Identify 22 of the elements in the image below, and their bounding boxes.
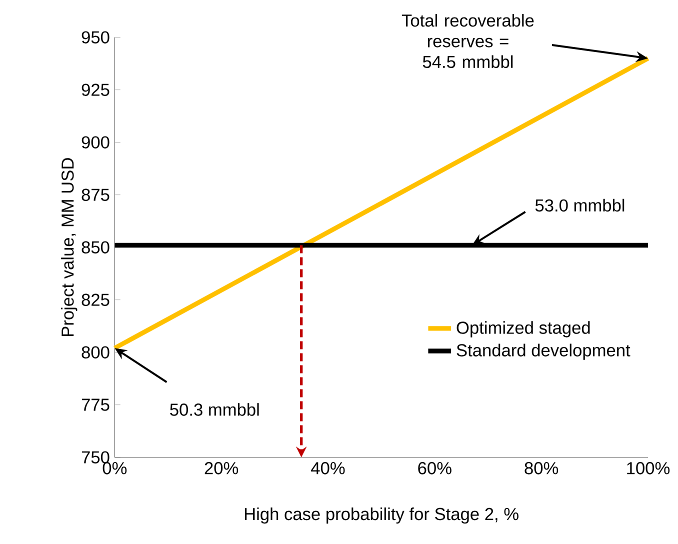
annotation: 50.3 mmbbl (170, 403, 259, 416)
legend-label: Standard development (456, 344, 630, 360)
x-tick-label: 100% (627, 462, 670, 474)
x-tick-label: 60% (418, 462, 452, 474)
y-tick-label: 775 (82, 398, 110, 411)
y-tick-label: 850 (82, 241, 110, 254)
y-tick-label: 950 (82, 31, 110, 44)
x-tick-label: 20% (204, 462, 238, 474)
legend-label: Optimized staged (456, 321, 590, 338)
x-tick-label: 80% (524, 462, 558, 474)
y-axis-title: Project value, MM USD (61, 158, 78, 336)
annotation: 53.0 mmbbl (535, 198, 624, 212)
y-tick-label: 825 (82, 294, 110, 306)
y-tick-label: 800 (82, 346, 110, 358)
y-tick-label: 900 (82, 136, 110, 148)
annotation: Total recoverable reserves = 54.5 mmbbl (402, 14, 534, 68)
x-tick-label: 40% (311, 462, 345, 474)
y-tick-label: 875 (82, 188, 110, 201)
y-tick-label: 750 (82, 451, 110, 464)
y-tick-label: 925 (82, 84, 110, 96)
x-tick-label: 0% (102, 462, 127, 474)
x-axis-title: High case probability for Stage 2, % (244, 507, 518, 524)
